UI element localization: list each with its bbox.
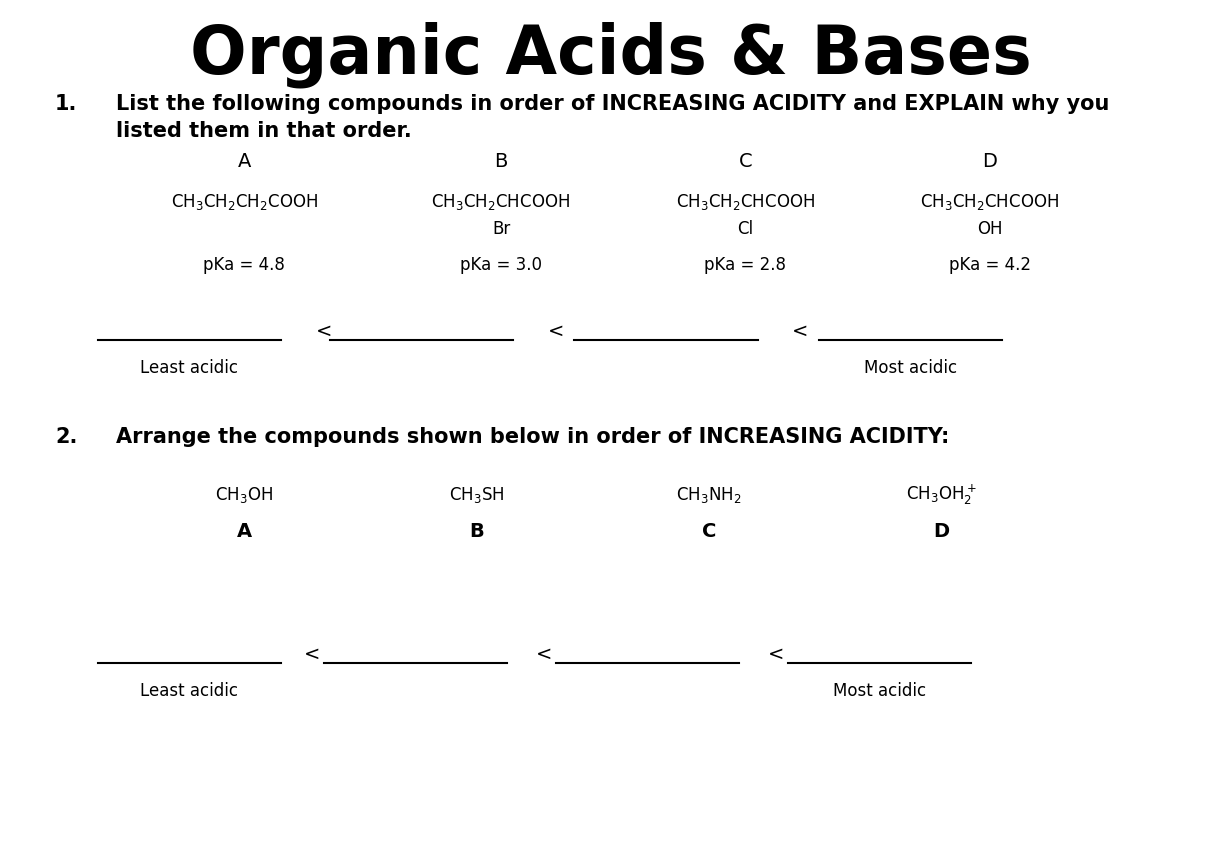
Text: 1.: 1. bbox=[55, 94, 77, 114]
Text: pKa = 4.8: pKa = 4.8 bbox=[203, 256, 286, 275]
Text: Arrange the compounds shown below in order of INCREASING ACIDITY:: Arrange the compounds shown below in ord… bbox=[116, 427, 949, 447]
Text: Least acidic: Least acidic bbox=[141, 359, 238, 377]
Text: $\mathregular{CH_3CH_2CHCOOH}$: $\mathregular{CH_3CH_2CHCOOH}$ bbox=[676, 192, 815, 212]
Text: listed them in that order.: listed them in that order. bbox=[116, 121, 412, 141]
Text: List the following compounds in order of INCREASING ACIDITY and EXPLAIN why you: List the following compounds in order of… bbox=[116, 94, 1110, 114]
Text: A: A bbox=[237, 522, 252, 541]
Text: $\mathregular{CH_3CH_2CHCOOH}$: $\mathregular{CH_3CH_2CHCOOH}$ bbox=[431, 192, 571, 212]
Text: <: < bbox=[547, 322, 565, 341]
Text: pKa = 3.0: pKa = 3.0 bbox=[459, 256, 543, 275]
Text: C: C bbox=[701, 522, 716, 541]
Text: B: B bbox=[495, 152, 507, 171]
Text: <: < bbox=[315, 322, 332, 341]
Text: Br: Br bbox=[492, 220, 510, 239]
Text: pKa = 2.8: pKa = 2.8 bbox=[704, 256, 787, 275]
Text: Organic Acids & Bases: Organic Acids & Bases bbox=[191, 22, 1031, 88]
Text: $\mathregular{CH_3CH_2CH_2COOH}$: $\mathregular{CH_3CH_2CH_2COOH}$ bbox=[171, 192, 318, 212]
Text: D: D bbox=[932, 522, 949, 541]
Text: pKa = 4.2: pKa = 4.2 bbox=[948, 256, 1031, 275]
Text: $\mathregular{CH_3CH_2CHCOOH}$: $\mathregular{CH_3CH_2CHCOOH}$ bbox=[920, 192, 1059, 212]
Text: $\mathregular{CH_3NH_2}$: $\mathregular{CH_3NH_2}$ bbox=[676, 484, 742, 505]
Text: Most acidic: Most acidic bbox=[833, 682, 926, 700]
Text: OH: OH bbox=[978, 220, 1002, 239]
Text: C: C bbox=[738, 152, 753, 171]
Text: <: < bbox=[535, 645, 552, 664]
Text: Cl: Cl bbox=[737, 220, 754, 239]
Text: $\mathregular{CH_3OH_2^+}$: $\mathregular{CH_3OH_2^+}$ bbox=[906, 483, 976, 507]
Text: <: < bbox=[767, 645, 785, 664]
Text: Least acidic: Least acidic bbox=[141, 682, 238, 700]
Text: $\mathregular{CH_3SH}$: $\mathregular{CH_3SH}$ bbox=[448, 484, 505, 505]
Text: 2.: 2. bbox=[55, 427, 77, 447]
Text: <: < bbox=[303, 645, 320, 664]
Text: <: < bbox=[792, 322, 809, 341]
Text: D: D bbox=[982, 152, 997, 171]
Text: B: B bbox=[469, 522, 484, 541]
Text: Most acidic: Most acidic bbox=[864, 359, 957, 377]
Text: $\mathregular{CH_3OH}$: $\mathregular{CH_3OH}$ bbox=[215, 484, 274, 505]
Text: A: A bbox=[238, 152, 251, 171]
